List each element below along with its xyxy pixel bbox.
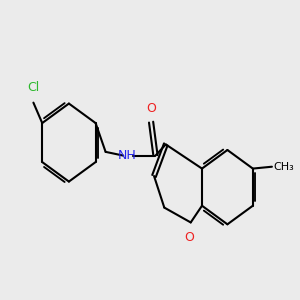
Text: CH₃: CH₃ — [273, 162, 294, 172]
Text: Cl: Cl — [27, 82, 40, 94]
Text: NH: NH — [118, 149, 137, 162]
Text: O: O — [184, 231, 194, 244]
Text: O: O — [146, 102, 156, 115]
